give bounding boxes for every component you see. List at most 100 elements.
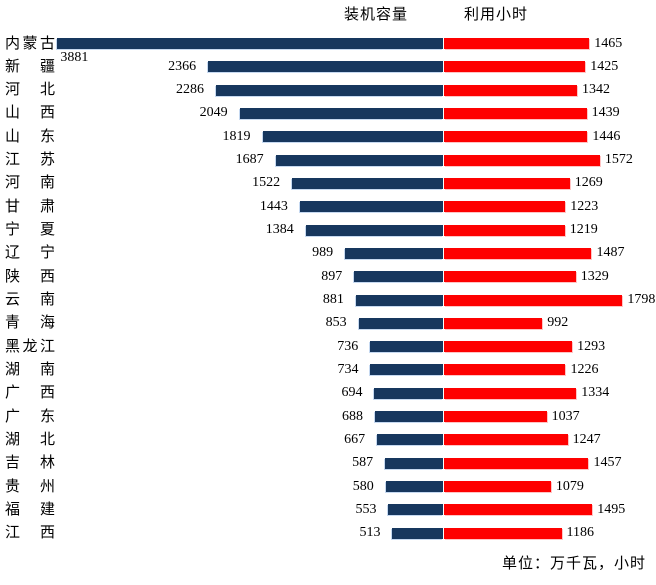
capacity-value: 1384 [265,222,294,238]
capacity-bar [374,387,444,399]
category-label: 新疆 [5,58,55,75]
capacity-bar [216,84,444,96]
hours-bar [443,317,543,329]
capacity-bar [370,364,444,376]
capacity-bar [57,38,444,49]
hours-value: 1219 [569,222,598,238]
capacity-bar [299,201,444,213]
hours-bar [443,341,573,353]
category-label: 江西 [5,525,55,542]
category-label: 河北 [5,82,55,99]
hours-bar [443,38,590,49]
hours-bar [443,154,600,166]
category-label: 江苏 [5,152,55,169]
hours-bar [443,434,568,446]
capacity-bar [377,434,444,446]
hours-value: 1269 [574,175,603,191]
capacity-value: 853 [325,315,347,331]
hours-value: 992 [547,315,569,331]
capacity-bar [239,107,444,119]
capacity-value: 1443 [259,198,288,214]
hours-bar [443,84,578,96]
hours-bar [443,294,623,306]
category-label: 黑龙江 [5,338,55,355]
hours-bar [443,271,576,283]
category-label: 内蒙古 [5,35,55,52]
capacity-value: 688 [342,408,364,424]
category-label: 山西 [5,105,55,122]
capacity-bar [375,411,444,423]
category-label: 吉林 [5,455,55,472]
capacity-bar [392,527,444,539]
category-label: 山东 [5,128,55,145]
hours-value: 1798 [627,292,656,308]
hours-bar [443,177,570,189]
hours-value: 1293 [577,338,606,354]
category-label: 青海 [5,315,55,332]
hours-bar [443,201,566,213]
capacity-value: 989 [312,245,334,261]
capacity-bar [262,131,444,143]
hours-value: 1572 [604,152,633,168]
category-label: 甘肃 [5,198,55,215]
capacity-value: 580 [352,478,374,494]
hours-value: 1342 [582,82,611,98]
hours-value: 1226 [570,361,599,377]
capacity-bar [345,247,444,259]
hours-value: 1465 [594,35,623,51]
category-label: 湖北 [5,431,55,448]
capacity-bar [355,294,444,306]
category-label: 河南 [5,175,55,192]
hours-value: 1079 [555,478,584,494]
hours-value: 1446 [592,128,621,144]
hours-value: 1223 [570,198,599,214]
hours-value: 1457 [593,455,622,471]
hours-bar [443,481,551,493]
capacity-value: 2286 [176,82,205,98]
capacity-value: 694 [341,385,363,401]
category-label: 福建 [5,501,55,518]
capacity-bar [388,504,444,516]
capacity-value: 513 [359,525,381,541]
capacity-value: 1687 [235,152,264,168]
capacity-bar [208,61,444,73]
hours-value: 1439 [591,105,620,121]
hours-value: 1037 [551,408,580,424]
legend-hours-label: 利用小时 [463,7,528,23]
hours-value: 1247 [572,431,601,447]
capacity-value: 587 [352,455,374,471]
capacity-bar [385,457,444,469]
category-label: 广西 [5,385,55,402]
hours-value: 1334 [581,385,610,401]
capacity-bar [292,177,444,189]
unit-note: 单位：万千瓦，小时 [501,556,646,572]
hours-bar [443,107,587,119]
capacity-bar [354,271,444,283]
hours-bar [443,247,592,259]
capacity-value: 736 [337,338,359,354]
capacity-value: 1819 [222,128,251,144]
hours-value: 1487 [596,245,625,261]
hours-bar [443,457,589,469]
hours-bar [443,504,593,516]
capacity-value: 3881 [60,50,89,65]
category-label: 宁夏 [5,222,55,239]
category-label: 湖南 [5,361,55,378]
hours-value: 1186 [566,525,594,541]
capacity-bar [305,224,444,236]
capacity-value: 734 [337,361,359,377]
capacity-value: 2049 [199,105,228,121]
hours-value: 1329 [580,268,609,284]
capacity-value: 2366 [168,58,197,74]
hours-bar [443,61,586,73]
category-label: 贵州 [5,478,55,495]
capacity-value: 553 [355,501,377,517]
capacity-bar [370,341,444,353]
capacity-bar [275,154,444,166]
category-label: 陕西 [5,268,55,285]
category-label: 广东 [5,408,55,425]
capacity-bar [385,481,444,493]
hours-bar [443,411,547,423]
category-label: 辽宁 [5,245,55,262]
